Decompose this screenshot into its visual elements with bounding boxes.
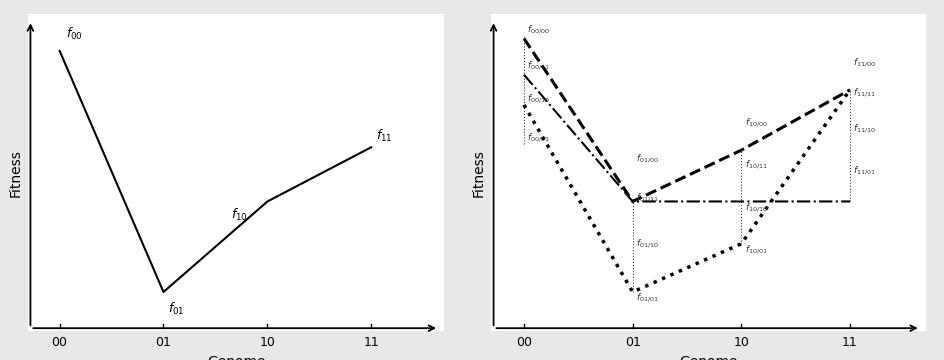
X-axis label: Genome: Genome	[679, 355, 737, 360]
X-axis label: Genome: Genome	[207, 355, 265, 360]
Text: $f_{01/10}$: $f_{01/10}$	[635, 237, 658, 250]
Text: $f_{00}$: $f_{00}$	[66, 26, 83, 41]
Text: $f_{11/11}$: $f_{11/11}$	[852, 86, 875, 99]
Y-axis label: Fitness: Fitness	[471, 149, 485, 197]
Text: $f_{01/11}$: $f_{01/11}$	[635, 192, 658, 204]
Text: $f_{10}$: $f_{10}$	[230, 207, 247, 222]
Text: $f_{11}$: $f_{11}$	[375, 128, 392, 144]
Text: $f_{00/00}$: $f_{00/00}$	[527, 23, 549, 36]
Text: $f_{10/10}$: $f_{10/10}$	[744, 201, 767, 213]
Text: $f_{10/01}$: $f_{10/01}$	[744, 243, 767, 256]
Text: $f_{01}$: $f_{01}$	[167, 301, 184, 317]
Y-axis label: Fitness: Fitness	[8, 149, 23, 197]
Text: $f_{10/11}$: $f_{10/11}$	[744, 158, 767, 171]
Text: $f_{11/01}$: $f_{11/01}$	[852, 165, 875, 177]
Text: $f_{00/11}$: $f_{00/11}$	[527, 59, 549, 72]
Text: $f_{00/10}$: $f_{00/10}$	[527, 92, 549, 105]
Text: $f_{11/00}$: $f_{11/00}$	[852, 56, 875, 69]
Text: $f_{01/00}$: $f_{01/00}$	[635, 152, 658, 165]
Text: $f_{10/00}$: $f_{10/00}$	[744, 116, 767, 129]
Text: $f_{01/01}$: $f_{01/01}$	[635, 291, 658, 304]
Text: $f_{11/10}$: $f_{11/10}$	[852, 122, 875, 135]
Text: $f_{00/01}$: $f_{00/01}$	[527, 131, 549, 144]
